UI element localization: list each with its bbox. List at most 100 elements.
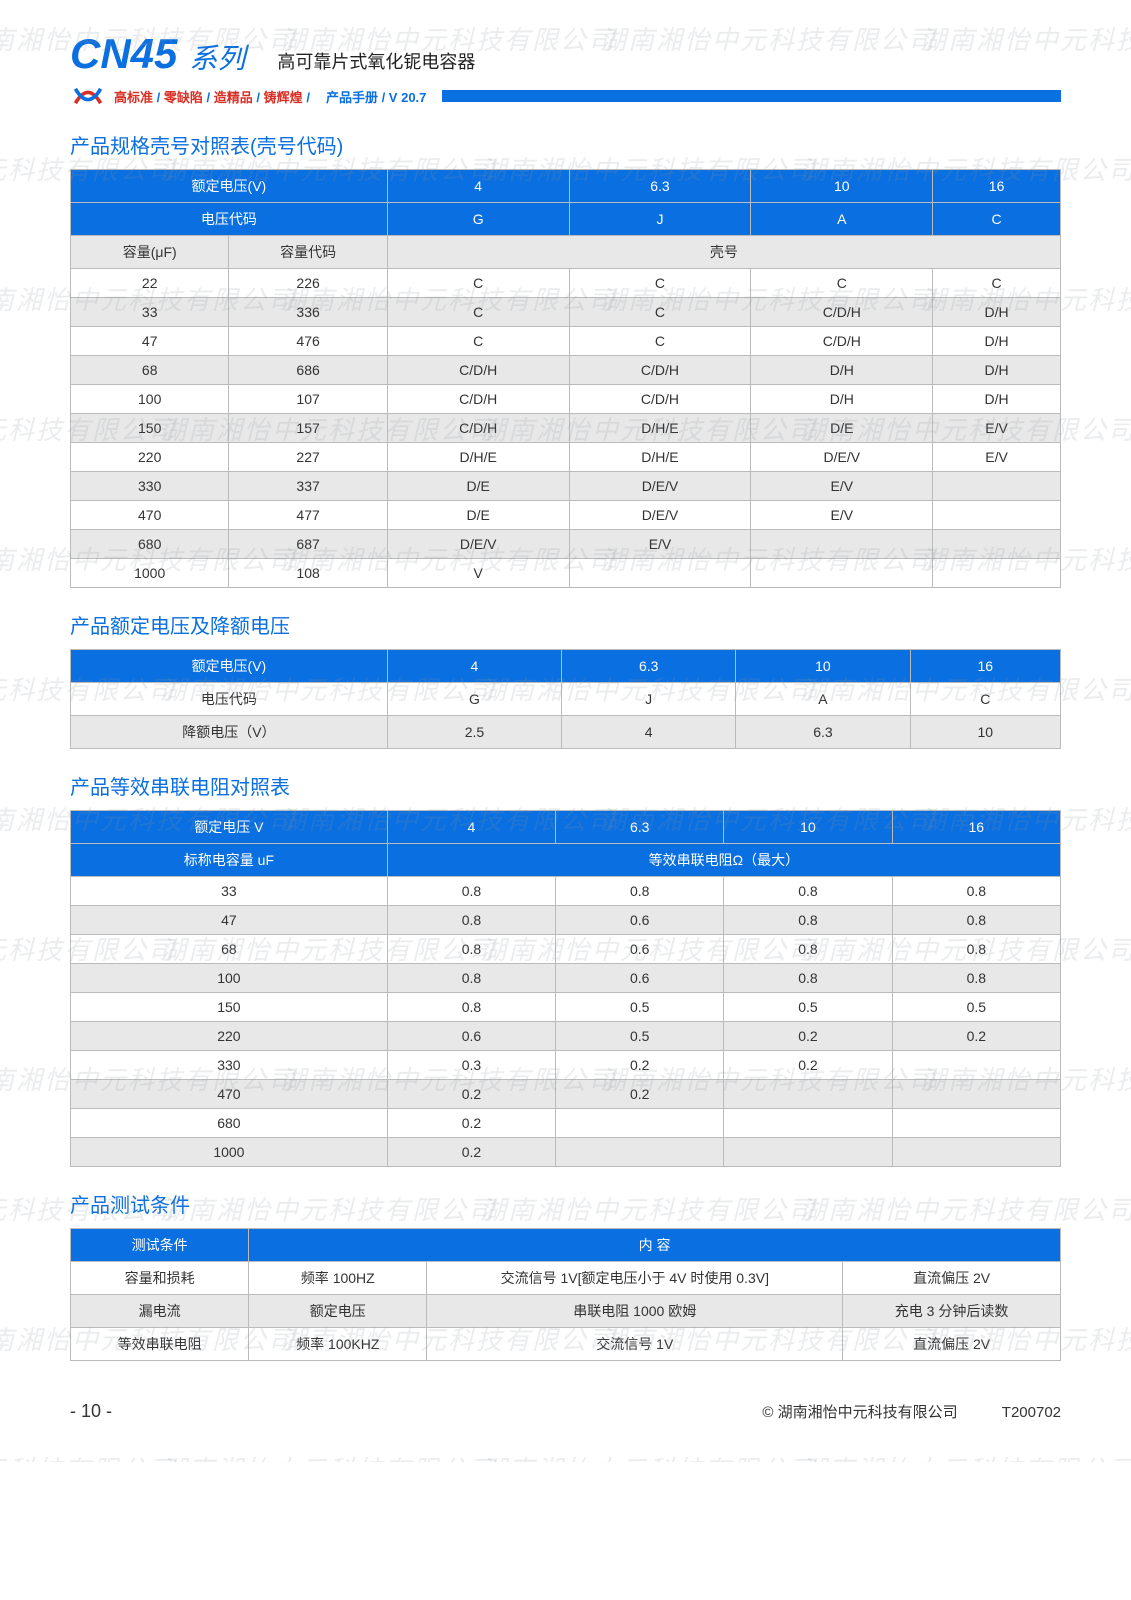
cell: C	[933, 269, 1061, 298]
v-col: 4	[387, 170, 569, 203]
case-header: 壳号	[387, 236, 1060, 269]
cell: 0.8	[892, 935, 1060, 964]
cell: 22	[71, 269, 229, 298]
cell: 0.8	[387, 877, 555, 906]
cell: 交流信号 1V	[427, 1328, 843, 1361]
cell: 33	[71, 298, 229, 327]
cell: 0.8	[724, 935, 892, 964]
page-footer: - 10 - © 湖南湘怡中元科技有限公司 T200702	[70, 1401, 1061, 1422]
case-code-table: 额定电压(V) 4 6.3 10 16 电压代码 G J A C 容量(μF) …	[70, 169, 1061, 588]
cell: 0.2	[387, 1080, 555, 1109]
v-col: 6.3	[569, 170, 751, 203]
table-row: 容量和损耗频率 100HZ交流信号 1V[额定电压小于 4V 时使用 0.3V]…	[71, 1262, 1061, 1295]
table-row: 等效串联电阻频率 100KHZ交流信号 1V直流偏压 2V	[71, 1328, 1061, 1361]
cell: 直流偏压 2V	[843, 1262, 1061, 1295]
cell: C	[569, 269, 751, 298]
table-row: 47476CCC/D/HD/H	[71, 327, 1061, 356]
cell	[933, 530, 1061, 559]
cell: 476	[229, 327, 387, 356]
cell: 227	[229, 443, 387, 472]
cell: 680	[71, 1109, 388, 1138]
cell: 0.8	[724, 964, 892, 993]
v-col: 10	[736, 650, 910, 683]
cell: 100	[71, 964, 388, 993]
cell: 150	[71, 993, 388, 1022]
cell	[892, 1109, 1060, 1138]
cell: C/D/H	[751, 298, 933, 327]
cell: 686	[229, 356, 387, 385]
cell: D/E/V	[387, 530, 569, 559]
cell: 1000	[71, 1138, 388, 1167]
cell	[751, 559, 933, 588]
cell: 0.2	[724, 1022, 892, 1051]
cell: J	[562, 683, 736, 716]
table-row: 6800.2	[71, 1109, 1061, 1138]
cell: 0.8	[387, 935, 555, 964]
cell: 0.6	[387, 1022, 555, 1051]
table-row: 470477D/ED/E/VE/V	[71, 501, 1061, 530]
esr-header: 等效串联电阻Ω（最大）	[387, 844, 1060, 877]
cell: D/H	[933, 298, 1061, 327]
v-col: 10	[751, 170, 933, 203]
section3-title: 产品等效串联电阻对照表	[70, 771, 1061, 800]
cell	[556, 1109, 724, 1138]
cell: 容量和损耗	[71, 1262, 249, 1295]
section1-title: 产品规格壳号对照表(壳号代码)	[70, 130, 1061, 159]
table-row: 470.80.60.80.8	[71, 906, 1061, 935]
cap-header: 标称电容量 uF	[71, 844, 388, 877]
cell: 477	[229, 501, 387, 530]
cell: 220	[71, 1022, 388, 1051]
cell: 150	[71, 414, 229, 443]
table-row: 1000.80.60.80.8	[71, 964, 1061, 993]
v-col: 16	[892, 811, 1060, 844]
voltage-header: 额定电压 V	[71, 811, 388, 844]
cell: D/E/V	[569, 501, 751, 530]
cell	[556, 1138, 724, 1167]
cell: D/H	[933, 356, 1061, 385]
cell: 6.3	[736, 716, 910, 749]
header-bar	[442, 90, 1061, 102]
table-row: 33336CCC/D/HD/H	[71, 298, 1061, 327]
cell	[933, 472, 1061, 501]
table-row: 22226CCCC	[71, 269, 1061, 298]
cell: 220	[71, 443, 229, 472]
cell: 687	[229, 530, 387, 559]
content-header: 内 容	[249, 1229, 1061, 1262]
v-col: 10	[724, 811, 892, 844]
cell: D/H	[933, 327, 1061, 356]
table-row: 4700.20.2	[71, 1080, 1061, 1109]
cell: 68	[71, 356, 229, 385]
derate-label: 降额电压（V）	[71, 716, 388, 749]
cell: 0.6	[556, 935, 724, 964]
section2-title: 产品额定电压及降额电压	[70, 610, 1061, 639]
v-col: 6.3	[562, 650, 736, 683]
cell: D/H	[751, 385, 933, 414]
model-name: CN45	[70, 30, 177, 78]
esr-table: 额定电压 V 4 6.3 10 16 标称电容量 uF 等效串联电阻Ω（最大） …	[70, 810, 1061, 1167]
v-col: 4	[387, 811, 555, 844]
cell: 0.8	[724, 906, 892, 935]
table-row: 漏电流额定电压串联电阻 1000 欧姆充电 3 分钟后读数	[71, 1295, 1061, 1328]
cell: C	[569, 298, 751, 327]
cell: 直流偏压 2V	[843, 1328, 1061, 1361]
cell: 交流信号 1V[额定电压小于 4V 时使用 0.3V]	[427, 1262, 843, 1295]
slogan-text: 高标准 / 零缺陷 / 造精品 / 铸辉煌 /	[114, 87, 310, 106]
cell: 2.5	[387, 716, 561, 749]
cell: A	[736, 683, 910, 716]
table-row: 2200.60.50.20.2	[71, 1022, 1061, 1051]
cell: 226	[229, 269, 387, 298]
cell: C	[910, 683, 1060, 716]
cell: 4	[562, 716, 736, 749]
cell: D/H	[933, 385, 1061, 414]
cell: 336	[229, 298, 387, 327]
cell: 0.5	[724, 993, 892, 1022]
copyright: © 湖南湘怡中元科技有限公司	[762, 1404, 957, 1421]
table-row: 10000.2	[71, 1138, 1061, 1167]
cell: 0.8	[892, 964, 1060, 993]
cell: 0.8	[892, 877, 1060, 906]
cell: 串联电阻 1000 欧姆	[427, 1295, 843, 1328]
cell: 0.5	[556, 993, 724, 1022]
cell: C/D/H	[387, 356, 569, 385]
cell	[724, 1138, 892, 1167]
cell: 0.2	[556, 1051, 724, 1080]
